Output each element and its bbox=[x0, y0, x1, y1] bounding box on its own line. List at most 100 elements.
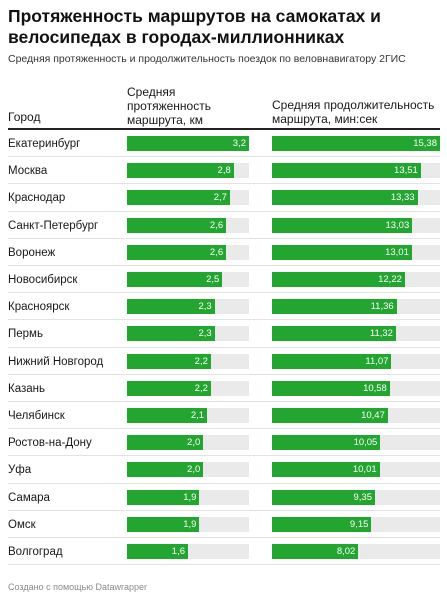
footer-credit: Создано с помощью Datawrapper bbox=[8, 582, 148, 592]
duration-value-label: 15,38 bbox=[413, 138, 437, 149]
duration-value-label: 13,33 bbox=[390, 192, 415, 204]
duration-value-label: 11,32 bbox=[369, 328, 393, 340]
duration-bar bbox=[272, 299, 397, 315]
city-label: Нижний Новгород bbox=[8, 355, 104, 368]
duration-value-label: 11,36 bbox=[370, 301, 394, 313]
distance-bar bbox=[127, 408, 208, 423]
city-label: Санкт-Петербург bbox=[8, 219, 99, 232]
distance-track: 2,3 bbox=[127, 299, 249, 315]
duration-track: 10,05 bbox=[272, 435, 440, 451]
duration-track: 13,51 bbox=[272, 163, 440, 179]
duration-track: 12,22 bbox=[272, 272, 440, 287]
duration-track: 15,38 bbox=[272, 136, 440, 151]
city-label: Уфа bbox=[8, 464, 32, 477]
distance-track: 2,1 bbox=[127, 408, 249, 423]
duration-bar bbox=[272, 408, 388, 423]
city-label: Пермь bbox=[8, 328, 43, 341]
distance-bar bbox=[127, 272, 223, 287]
city-label: Омск bbox=[8, 518, 36, 531]
table-row: Волгоград 1,6 8,02 bbox=[8, 538, 440, 566]
distance-bar bbox=[127, 544, 188, 559]
duration-bar bbox=[272, 217, 413, 233]
distance-bar bbox=[127, 190, 230, 206]
distance-track: 1,9 bbox=[127, 516, 249, 532]
distance-value-label: 2,2 bbox=[194, 382, 208, 394]
distance-bar bbox=[127, 217, 227, 233]
duration-bar bbox=[272, 489, 375, 505]
distance-track: 2,5 bbox=[127, 272, 249, 287]
distance-bar bbox=[127, 380, 211, 396]
city-label: Воронеж bbox=[8, 246, 56, 259]
duration-value-label: 8,02 bbox=[336, 546, 356, 557]
distance-track: 2,2 bbox=[127, 380, 249, 396]
distance-bar bbox=[127, 462, 204, 478]
header-city: Город bbox=[8, 110, 41, 124]
distance-track: 2,0 bbox=[127, 435, 249, 451]
distance-value-label: 1,6 bbox=[171, 546, 185, 557]
distance-value-label: 1,9 bbox=[183, 518, 197, 530]
duration-track: 10,01 bbox=[272, 462, 440, 478]
distance-bar bbox=[127, 435, 204, 451]
distance-value-label: 2,7 bbox=[213, 192, 227, 204]
duration-value-label: 10,05 bbox=[353, 437, 378, 449]
duration-track: 9,35 bbox=[272, 489, 440, 505]
duration-track: 10,58 bbox=[272, 380, 440, 396]
table-row: Нижний Новгород 2,2 11,07 bbox=[8, 348, 440, 375]
distance-value-label: 1,9 bbox=[183, 491, 197, 503]
duration-bar bbox=[272, 353, 392, 369]
distance-value-label: 3,2 bbox=[232, 138, 246, 149]
distance-bar bbox=[127, 489, 200, 505]
distance-value-label: 2,0 bbox=[187, 464, 201, 476]
distance-bar bbox=[127, 163, 234, 179]
distance-value-label: 2,3 bbox=[198, 301, 212, 313]
table-row: Краснодар 2,7 13,33 bbox=[8, 184, 440, 212]
duration-value-label: 13,01 bbox=[385, 246, 409, 258]
distance-track: 2,0 bbox=[127, 462, 249, 478]
table-row: Екатеринбург 3,2 15,38 bbox=[8, 130, 440, 158]
duration-bar bbox=[272, 516, 372, 532]
distance-bar bbox=[127, 353, 211, 369]
city-label: Челябинск bbox=[8, 410, 65, 422]
duration-value-label: 10,47 bbox=[361, 410, 385, 421]
chart-subtitle: Средняя протяженность и продолжительност… bbox=[8, 53, 406, 65]
city-label: Красноярск bbox=[8, 301, 70, 314]
duration-value-label: 10,01 bbox=[352, 464, 377, 476]
duration-value-label: 10,58 bbox=[363, 382, 387, 394]
distance-bar bbox=[127, 516, 200, 532]
table-row: Челябинск 2,1 10,47 bbox=[8, 402, 440, 430]
table-row: Пермь 2,3 11,32 bbox=[8, 320, 440, 348]
distance-value-label: 2,1 bbox=[190, 410, 205, 421]
duration-value-label: 9,15 bbox=[349, 518, 369, 530]
duration-value-label: 13,51 bbox=[394, 165, 418, 177]
distance-value-label: 2,6 bbox=[209, 246, 224, 258]
distance-value-label: 2,5 bbox=[206, 274, 220, 285]
header-distance: Средняя протяженность маршрута, км bbox=[127, 85, 211, 127]
table-row: Ростов-на-Дону 2,0 10,05 bbox=[8, 429, 440, 457]
distance-value-label: 2,8 bbox=[217, 165, 231, 177]
distance-track: 1,6 bbox=[127, 544, 249, 559]
table-row: Москва 2,8 13,51 bbox=[8, 157, 440, 185]
distance-track: 2,6 bbox=[127, 217, 249, 233]
duration-track: 10,47 bbox=[272, 408, 440, 423]
distance-value-label: 2,0 bbox=[187, 437, 201, 449]
city-label: Новосибирск bbox=[8, 274, 78, 286]
table-row: Уфа 2,0 10,01 bbox=[8, 456, 440, 484]
distance-track: 1,9 bbox=[127, 489, 249, 505]
city-label: Краснодар bbox=[8, 192, 66, 205]
city-label: Екатеринбург bbox=[8, 138, 81, 150]
duration-bar bbox=[272, 136, 440, 151]
duration-bar bbox=[272, 462, 380, 478]
duration-bar bbox=[272, 272, 405, 287]
city-label: Казань bbox=[8, 382, 45, 395]
distance-value-label: 2,2 bbox=[194, 355, 208, 367]
table-row: Воронеж 2,6 13,01 bbox=[8, 239, 440, 266]
duration-bar bbox=[272, 244, 412, 260]
distance-track: 2,7 bbox=[127, 190, 249, 206]
distance-track: 2,6 bbox=[127, 244, 249, 260]
duration-value-label: 9,35 bbox=[353, 491, 372, 503]
duration-bar bbox=[272, 163, 421, 179]
distance-track: 2,2 bbox=[127, 353, 249, 369]
distance-value-label: 2,3 bbox=[198, 328, 212, 340]
table-row: Красноярск 2,3 11,36 bbox=[8, 293, 440, 321]
duration-track: 8,02 bbox=[272, 544, 440, 559]
